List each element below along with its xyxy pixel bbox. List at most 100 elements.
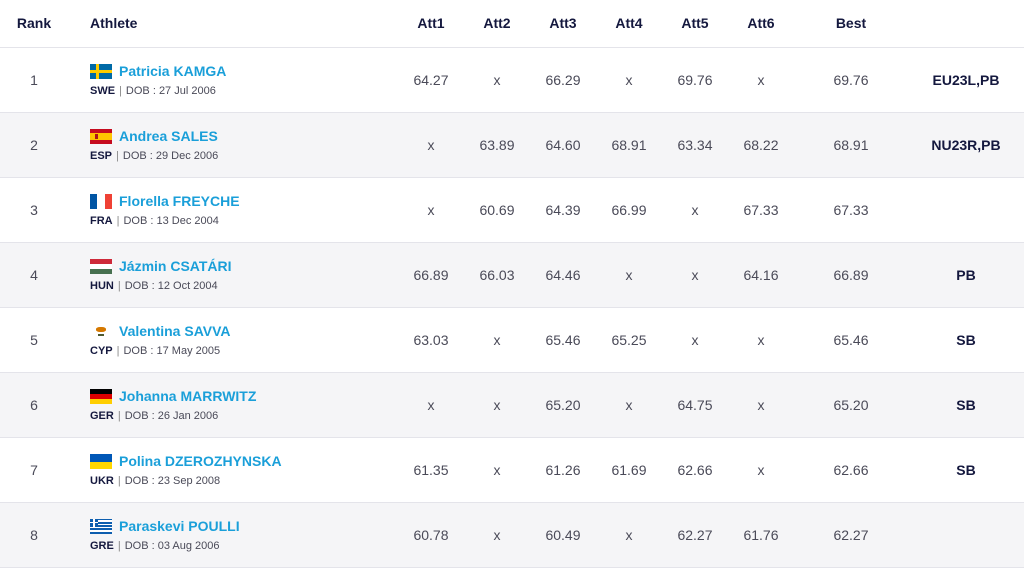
athlete-cell: Jázmin CSATÁRI HUN | DOB : 12 Oct 2004 (68, 242, 398, 307)
separator: | (116, 215, 120, 227)
dob-label: DOB : (123, 215, 154, 227)
table-row: 7 Polina DZEROZHYNSKA UKR | DOB : 23 Sep 200… (0, 437, 1024, 502)
hungary-flag-icon (90, 258, 112, 274)
table-row: 4 Jázmin CSATÁRI HUN | DOB : 12 Oct 2004 66.8… (0, 242, 1024, 307)
table-row: 1 Patricia KAMGA SWE | DOB : 27 Jul 2006 64.2… (0, 47, 1024, 112)
attempt-6-cell: x (757, 461, 765, 478)
separator: | (117, 475, 121, 487)
attempt-1-cell: 63.03 (413, 331, 449, 348)
athlete-name-link[interactable]: Florella FREYCHE (119, 193, 240, 209)
athlete-cell: Andrea SALES ESP | DOB : 29 Dec 2006 (68, 112, 398, 177)
attempt-3-cell: 64.60 (545, 136, 581, 153)
best-cell: 62.27 (833, 526, 869, 543)
header-athlete: Athlete (68, 0, 398, 48)
attempt-5-cell: 64.75 (677, 396, 713, 413)
table-row: 8 Paraskevi POULLI GRE | DOB : 03 Aug 2006 60… (0, 502, 1024, 567)
attempt-4-cell: x (625, 71, 633, 88)
header-row: Rank Athlete Att1 Att2 Att3 Att4 Att5 At… (0, 0, 1024, 48)
dob-label: DOB : (124, 410, 155, 422)
attempt-4-cell: x (625, 396, 633, 413)
header-record (908, 0, 1024, 48)
attempt-1-cell: x (427, 396, 435, 413)
attempt-1-cell: 61.35 (413, 461, 449, 478)
best-cell: 68.91 (833, 136, 869, 153)
attempt-3-cell: 65.46 (545, 331, 581, 348)
record-badge: EU23L,PB (932, 71, 1000, 88)
dob-label: DOB : (124, 475, 155, 487)
spain-flag-icon (90, 128, 112, 144)
attempt-6-cell: 64.16 (743, 266, 779, 283)
germany-flag-icon (90, 388, 112, 404)
country-code: GRE (90, 540, 114, 552)
record-badge: PB (956, 266, 976, 283)
dob-label: DOB : (124, 540, 155, 552)
attempt-2-cell: 60.69 (479, 201, 515, 218)
dob-value: 27 Jul 2006 (158, 85, 216, 97)
attempt-2-cell: x (493, 396, 501, 413)
best-cell: 66.89 (833, 266, 869, 283)
athlete-name-link[interactable]: Jázmin CSATÁRI (119, 258, 232, 274)
athlete-name-link[interactable]: Patricia KAMGA (119, 63, 227, 79)
best-cell: 62.66 (833, 461, 869, 478)
attempt-4-cell: x (625, 266, 633, 283)
header-att1: Att1 (398, 0, 464, 48)
record-badge (908, 177, 1024, 242)
athlete-name-link[interactable]: Johanna MARRWITZ (119, 388, 257, 404)
country-code: SWE (90, 85, 116, 97)
attempt-1-cell: x (427, 201, 435, 218)
athlete-cell: Patricia KAMGA SWE | DOB : 27 Jul 2006 (68, 47, 398, 112)
athlete-name-link[interactable]: Paraskevi POULLI (119, 518, 240, 534)
header-best: Best (794, 0, 908, 48)
attempt-1-cell: 64.27 (413, 71, 449, 88)
rank-cell: 2 (30, 136, 38, 153)
attempt-3-cell: 65.20 (545, 396, 581, 413)
dob-value: 29 Dec 2006 (155, 150, 219, 162)
table-row: 5 Valentina SAVVA CYP | DOB : 17 May 2005 63.… (0, 307, 1024, 372)
france-flag-icon (90, 193, 112, 209)
attempt-5-cell: 69.76 (677, 71, 713, 88)
country-code: GER (90, 410, 114, 422)
record-badge: SB (956, 461, 976, 478)
country-code: CYP (90, 345, 113, 357)
attempt-2-cell: x (493, 461, 501, 478)
attempt-5-cell: 63.34 (677, 136, 713, 153)
attempt-2-cell: 66.03 (479, 266, 515, 283)
rank-cell: 1 (30, 71, 38, 88)
attempt-6-cell: 67.33 (743, 201, 779, 218)
attempt-3-cell: 64.46 (545, 266, 581, 283)
athlete-name-link[interactable]: Valentina SAVVA (119, 323, 231, 339)
separator: | (117, 280, 121, 292)
dob-value: 12 Oct 2004 (157, 280, 218, 292)
header-att3: Att3 (530, 0, 596, 48)
attempt-1-cell: x (427, 136, 435, 153)
attempt-5-cell: 62.27 (677, 526, 713, 543)
best-cell: 65.46 (833, 331, 869, 348)
attempt-2-cell: x (493, 331, 501, 348)
attempt-4-cell: 68.91 (611, 136, 647, 153)
rank-cell: 4 (30, 266, 38, 283)
attempt-4-cell: 66.99 (611, 201, 647, 218)
best-cell: 69.76 (833, 71, 869, 88)
dob-label: DOB : (123, 345, 154, 357)
ukraine-flag-icon (90, 453, 112, 469)
athlete-cell: Valentina SAVVA CYP | DOB : 17 May 2005 (68, 307, 398, 372)
attempt-4-cell: x (625, 526, 633, 543)
attempt-4-cell: 65.25 (611, 331, 647, 348)
dob-value: 17 May 2005 (156, 345, 221, 357)
attempt-3-cell: 61.26 (545, 461, 581, 478)
table-row: 2 Andrea SALES ESP | DOB : 29 Dec 2006 x 63.89… (0, 112, 1024, 177)
athlete-name-link[interactable]: Polina DZEROZHYNSKA (119, 453, 282, 469)
attempt-1-cell: 66.89 (413, 266, 449, 283)
dob-label: DOB : (125, 85, 156, 97)
athlete-name-link[interactable]: Andrea SALES (119, 128, 218, 144)
dob-label: DOB : (122, 150, 153, 162)
country-code: UKR (90, 475, 114, 487)
attempt-2-cell: x (493, 526, 501, 543)
rank-cell: 8 (30, 526, 38, 543)
country-code: ESP (90, 150, 113, 162)
dob-value: 23 Sep 2008 (157, 475, 221, 487)
dob-label: DOB : (124, 280, 155, 292)
header-att2: Att2 (464, 0, 530, 48)
attempt-3-cell: 66.29 (545, 71, 581, 88)
